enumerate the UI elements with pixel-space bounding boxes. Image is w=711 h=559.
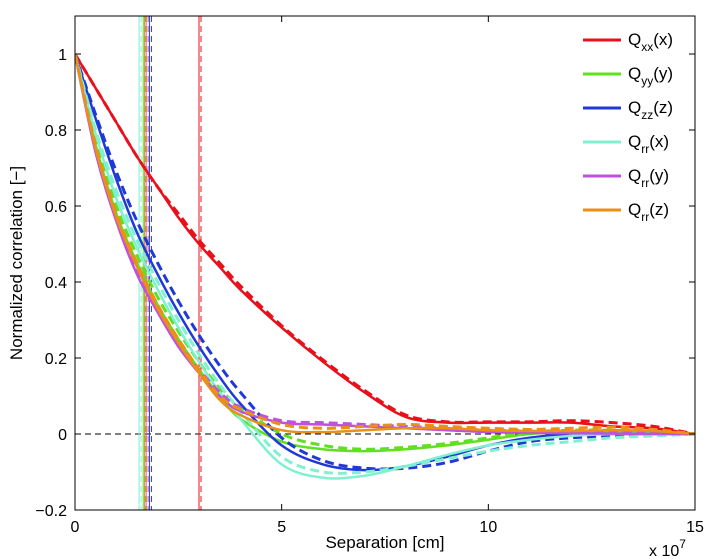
x-tick-label: 15 <box>686 519 704 536</box>
x-tick-label: 10 <box>479 519 497 536</box>
series-dashed-3 <box>75 53 695 475</box>
y-tick-label: 0.6 <box>45 199 67 216</box>
series-dashed-2 <box>75 53 695 471</box>
series-dashed-0 <box>75 53 695 436</box>
y-tick-label: 0.4 <box>45 275 67 292</box>
x-multiplier-exponent: 7 <box>679 537 686 551</box>
legend-label-3: Qrr(x) <box>628 132 669 156</box>
y-axis-label: Normalized correlation [−] <box>7 166 26 360</box>
legend-label-4: Qrr(y) <box>628 166 669 190</box>
x-axis-label: Separation [cm] <box>325 533 444 552</box>
y-tick-label: 0.8 <box>45 123 67 140</box>
legend-label-2: Qzz(z) <box>628 98 673 122</box>
y-tick-label: 1 <box>58 47 67 64</box>
plot-frame <box>74 15 696 511</box>
x-tick-label: 0 <box>71 519 80 536</box>
x-multiplier-base: x 10 <box>649 543 679 559</box>
y-tick-label: −0.2 <box>35 503 67 520</box>
y-tick-label: 0 <box>58 427 67 444</box>
legend-label-5: Qrr(z) <box>628 200 669 224</box>
legend-label-1: Qyy(y) <box>628 64 673 88</box>
series-dashed-4 <box>75 53 695 436</box>
legend-label-0: Qxx(x) <box>628 30 673 54</box>
y-tick-label: 0.2 <box>45 351 67 368</box>
series-dashed-5 <box>75 53 695 436</box>
x-tick-label: 5 <box>277 519 286 536</box>
x-multiplier: x 107 <box>649 537 686 559</box>
series-line-4 <box>75 53 695 436</box>
series-line-3 <box>75 53 695 480</box>
series-line-5 <box>75 53 695 436</box>
series-line-0 <box>75 53 695 436</box>
